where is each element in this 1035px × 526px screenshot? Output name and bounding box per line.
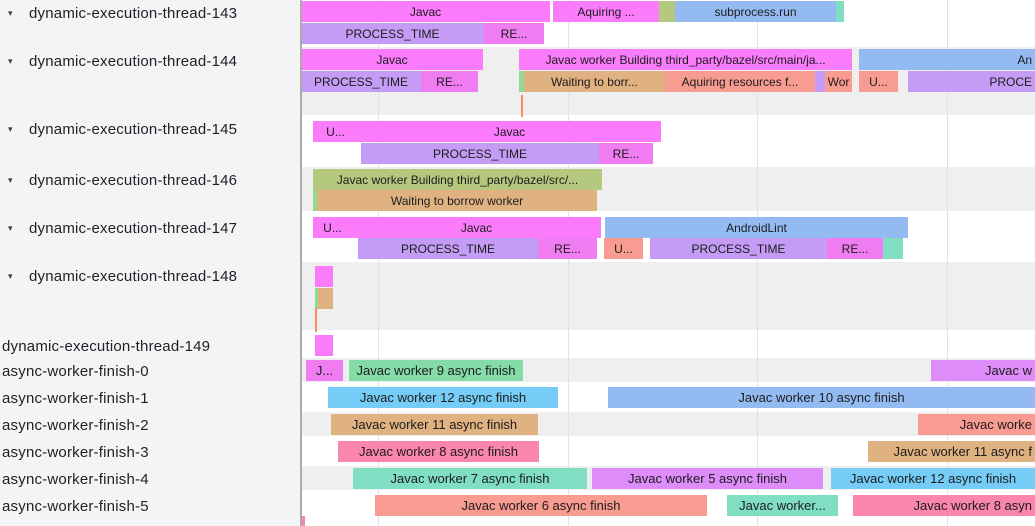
trace-slice[interactable]: PROCESS_TIME <box>361 143 599 164</box>
trace-slice[interactable]: Wor <box>825 71 852 92</box>
track-label: async-worker-finish-4 <box>2 471 149 488</box>
track-label: async-worker-finish-1 <box>2 390 149 407</box>
gridline <box>378 0 379 526</box>
trace-slice[interactable] <box>313 190 319 211</box>
track-label: async-worker-finish-5 <box>2 498 149 515</box>
trace-slice[interactable]: Javac worker... <box>727 495 838 516</box>
trace-slice[interactable]: Javac worker Building third_party/bazel/… <box>313 169 602 190</box>
trace-slice[interactable] <box>836 1 844 22</box>
trace-slice[interactable]: Javac worker 8 asyn <box>853 495 1035 516</box>
expander-icon[interactable]: ▾ <box>8 8 13 18</box>
instant-event-marker[interactable] <box>315 308 317 332</box>
trace-slice[interactable] <box>519 71 525 92</box>
track-label-row[interactable]: ▾ dynamic-execution-thread-147 <box>0 219 237 238</box>
track-label-row[interactable]: ▾ dynamic-execution-thread-146 <box>0 171 237 190</box>
trace-slice[interactable]: Javac <box>358 121 661 142</box>
trace-slice[interactable]: Javac worker 12 async finish <box>328 387 558 408</box>
track-label-row[interactable]: ▾ dynamic-execution-thread-143 <box>0 4 237 23</box>
trace-slice[interactable]: Javac worker Building third_party/bazel/… <box>519 49 852 70</box>
trace-slice[interactable]: Javac worker 5 async finish <box>592 468 823 489</box>
trace-slice[interactable]: Javac worker 9 async finish <box>349 360 523 381</box>
track-label-row[interactable]: async-worker-finish-3 <box>0 443 149 462</box>
trace-slice[interactable]: RE... <box>421 71 478 92</box>
instant-event-marker[interactable] <box>302 516 305 526</box>
track-label-row[interactable]: async-worker-finish-0 <box>0 362 149 381</box>
track-label-row[interactable]: dynamic-execution-thread-149 <box>0 337 210 356</box>
track-label-row[interactable]: ▾ dynamic-execution-thread-148 <box>0 267 237 286</box>
trace-slice[interactable]: U... <box>313 217 352 238</box>
track-label-row[interactable]: async-worker-finish-4 <box>0 470 149 489</box>
trace-slice[interactable]: U... <box>859 71 898 92</box>
trace-slice[interactable]: Javac worker 11 async finish <box>331 414 538 435</box>
trace-slice[interactable]: RE... <box>827 238 883 259</box>
track-label: dynamic-execution-thread-149 <box>2 338 211 355</box>
track-label: dynamic-execution-thread-145 <box>29 121 238 138</box>
trace-slice[interactable] <box>815 71 825 92</box>
gridline <box>757 0 758 526</box>
expander-icon[interactable]: ▾ <box>8 223 13 233</box>
track-background <box>301 330 1035 358</box>
trace-slice[interactable]: PROCE <box>908 71 1035 92</box>
trace-slice[interactable]: Waiting to borrow worker <box>317 190 597 211</box>
trace-slice[interactable]: RE... <box>538 238 597 259</box>
trace-slice[interactable]: RE... <box>599 143 653 164</box>
track-sidebar: ▾ dynamic-execution-thread-143 ▾ dynamic-ex… <box>0 0 300 526</box>
trace-slice[interactable]: PROCESS_TIME <box>301 71 421 92</box>
trace-slice[interactable] <box>315 266 333 287</box>
trace-slice[interactable]: RE... <box>484 23 544 44</box>
panel-divider[interactable] <box>300 0 302 526</box>
trace-slice[interactable]: Javac worke <box>918 414 1035 435</box>
track-label: dynamic-execution-thread-146 <box>29 172 238 189</box>
trace-slice[interactable]: subprocess.run <box>675 1 836 22</box>
expander-icon[interactable]: ▾ <box>8 271 13 281</box>
trace-slice[interactable]: Javac w <box>931 360 1035 381</box>
trace-slice[interactable]: An <box>859 49 1035 70</box>
track-label: dynamic-execution-thread-148 <box>29 268 238 285</box>
trace-slice[interactable]: Javac <box>301 1 550 22</box>
trace-slice[interactable]: U... <box>604 238 643 259</box>
trace-slice[interactable]: U... <box>313 121 358 142</box>
track-label-row[interactable]: async-worker-finish-2 <box>0 416 149 435</box>
track-label-row[interactable]: async-worker-finish-5 <box>0 497 149 516</box>
track-label-row[interactable]: ▾ dynamic-execution-thread-144 <box>0 52 237 71</box>
track-label-row[interactable]: ▾ dynamic-execution-thread-145 <box>0 120 237 139</box>
expander-icon[interactable]: ▾ <box>8 175 13 185</box>
trace-slice[interactable]: Javac worker 11 async f <box>868 441 1035 462</box>
track-label: dynamic-execution-thread-147 <box>29 220 238 237</box>
track-background <box>301 262 1035 330</box>
gridline <box>568 0 569 526</box>
trace-slice[interactable]: J... <box>306 360 343 381</box>
gridline <box>947 0 948 526</box>
trace-slice[interactable]: Javac <box>301 49 483 70</box>
trace-slice[interactable]: PROCESS_TIME <box>650 238 827 259</box>
track-label: async-worker-finish-2 <box>2 417 149 434</box>
trace-slice[interactable]: PROCESS_TIME <box>358 238 538 259</box>
trace-slice[interactable]: Aquiring ... <box>553 1 659 22</box>
trace-slice[interactable] <box>883 238 903 259</box>
trace-slice[interactable]: Waiting to borr... <box>524 71 665 92</box>
expander-icon[interactable]: ▾ <box>8 56 13 66</box>
track-label: dynamic-execution-thread-143 <box>29 5 238 22</box>
track-label-row[interactable]: async-worker-finish-1 <box>0 389 149 408</box>
trace-slice[interactable]: Javac worker 8 async finish <box>338 441 539 462</box>
trace-slice[interactable]: Javac worker 12 async finish <box>831 468 1035 489</box>
trace-slice[interactable]: Aquiring resources f... <box>665 71 815 92</box>
track-label: dynamic-execution-thread-144 <box>29 53 238 70</box>
trace-slice[interactable]: Javac worker 6 async finish <box>375 495 707 516</box>
track-label: async-worker-finish-0 <box>2 363 149 380</box>
trace-slice[interactable] <box>318 288 333 309</box>
trace-slice[interactable]: Javac <box>352 217 601 238</box>
track-label: async-worker-finish-3 <box>2 444 149 461</box>
trace-slice[interactable]: AndroidLint <box>605 217 908 238</box>
trace-slice[interactable] <box>659 1 675 22</box>
instant-event-marker[interactable] <box>521 95 523 117</box>
trace-slice[interactable]: Javac worker 10 async finish <box>608 387 1035 408</box>
trace-slice[interactable] <box>315 335 333 356</box>
trace-slice[interactable]: Javac worker 7 async finish <box>353 468 587 489</box>
expander-icon[interactable]: ▾ <box>8 124 13 134</box>
trace-slice[interactable]: PROCESS_TIME <box>301 23 484 44</box>
